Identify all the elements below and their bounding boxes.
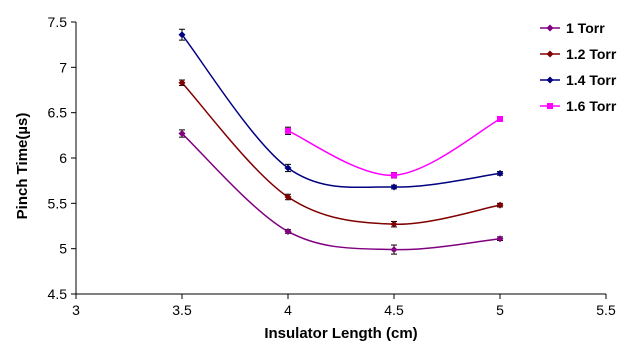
legend-label: 1.6 Torr xyxy=(566,98,617,114)
series-marker xyxy=(178,130,186,138)
series-line xyxy=(181,34,501,189)
x-tick-label: 5 xyxy=(496,302,504,318)
y-tick-label: 7 xyxy=(59,59,67,75)
x-tick-label: 3.5 xyxy=(172,302,192,318)
series-marker xyxy=(390,246,398,254)
legend: 1 Torr 1.2 Torr 1.4 Torr 1.6 Torr xyxy=(540,20,617,114)
series-marker xyxy=(496,201,504,209)
legend-label: 1.4 Torr xyxy=(566,72,617,88)
y-tick-label: 5.5 xyxy=(48,195,68,211)
y-tick-label: 6.5 xyxy=(48,105,68,121)
series-line xyxy=(181,132,501,251)
series-group xyxy=(178,79,504,228)
y-tick-label: 5 xyxy=(59,241,67,257)
series-marker xyxy=(178,31,186,39)
y-tick-label: 7.5 xyxy=(48,14,68,30)
series-line xyxy=(287,118,501,176)
series-marker xyxy=(546,76,554,84)
series-group xyxy=(178,129,504,255)
series-marker xyxy=(390,220,398,228)
series-marker xyxy=(178,79,186,87)
x-tick-label: 4 xyxy=(284,302,292,318)
y-axis-title: Pinch Time(µs) xyxy=(14,113,31,220)
series-group xyxy=(285,116,503,179)
series-marker xyxy=(496,235,504,243)
series-marker xyxy=(284,227,292,235)
series-marker xyxy=(390,183,398,191)
series-marker xyxy=(391,172,397,179)
series-marker xyxy=(284,164,292,172)
legend-label: 1.2 Torr xyxy=(566,46,617,62)
x-axis-title: Insulator Length (cm) xyxy=(264,325,417,342)
series-layer xyxy=(178,28,504,255)
x-tick-label: 3 xyxy=(72,302,80,318)
legend-item: 1 Torr xyxy=(540,20,605,36)
y-tick-label: 4.5 xyxy=(48,286,68,302)
legend-label: 1 Torr xyxy=(566,20,605,36)
legend-item: 1.6 Torr xyxy=(540,98,617,114)
series-marker xyxy=(547,103,553,109)
series-marker xyxy=(497,116,503,123)
series-marker xyxy=(284,193,292,201)
series-marker xyxy=(546,50,554,58)
x-tick-label: 5.5 xyxy=(596,302,616,318)
y-ticks: 4.5 5 5.5 6 6.5 7 7.5 xyxy=(48,14,76,302)
axes xyxy=(75,22,606,295)
series-line xyxy=(181,82,501,225)
x-ticks: 3 3.5 4 4.5 5 5.5 xyxy=(72,294,616,318)
legend-item: 1.4 Torr xyxy=(540,72,617,88)
series-marker xyxy=(496,169,504,177)
legend-item: 1.2 Torr xyxy=(540,46,617,62)
x-tick-label: 4.5 xyxy=(384,302,404,318)
series-group xyxy=(178,28,504,191)
y-tick-label: 6 xyxy=(59,150,67,166)
series-marker xyxy=(546,24,554,32)
series-marker xyxy=(285,127,291,134)
